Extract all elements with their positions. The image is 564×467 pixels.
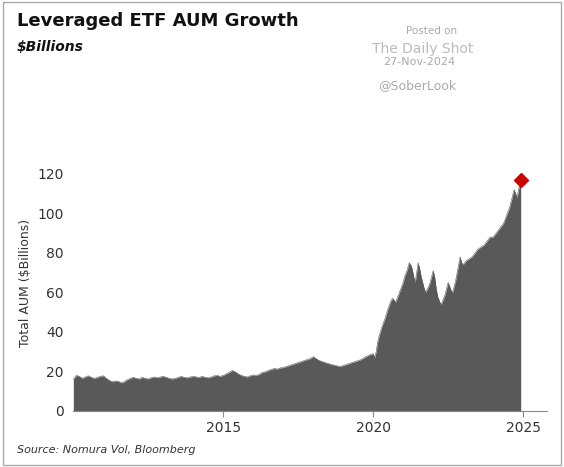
Text: The Daily Shot: The Daily Shot	[372, 42, 474, 56]
Y-axis label: Total AUM ($Billions): Total AUM ($Billions)	[19, 219, 32, 347]
Text: $Billions: $Billions	[17, 40, 84, 54]
Text: Leveraged ETF AUM Growth: Leveraged ETF AUM Growth	[17, 12, 298, 30]
Text: Source: Nomura Vol, Bloomberg: Source: Nomura Vol, Bloomberg	[17, 446, 195, 455]
Text: Posted on: Posted on	[406, 26, 457, 35]
Text: 27-Nov-2024: 27-Nov-2024	[384, 57, 456, 67]
Text: @SoberLook: @SoberLook	[378, 79, 456, 92]
